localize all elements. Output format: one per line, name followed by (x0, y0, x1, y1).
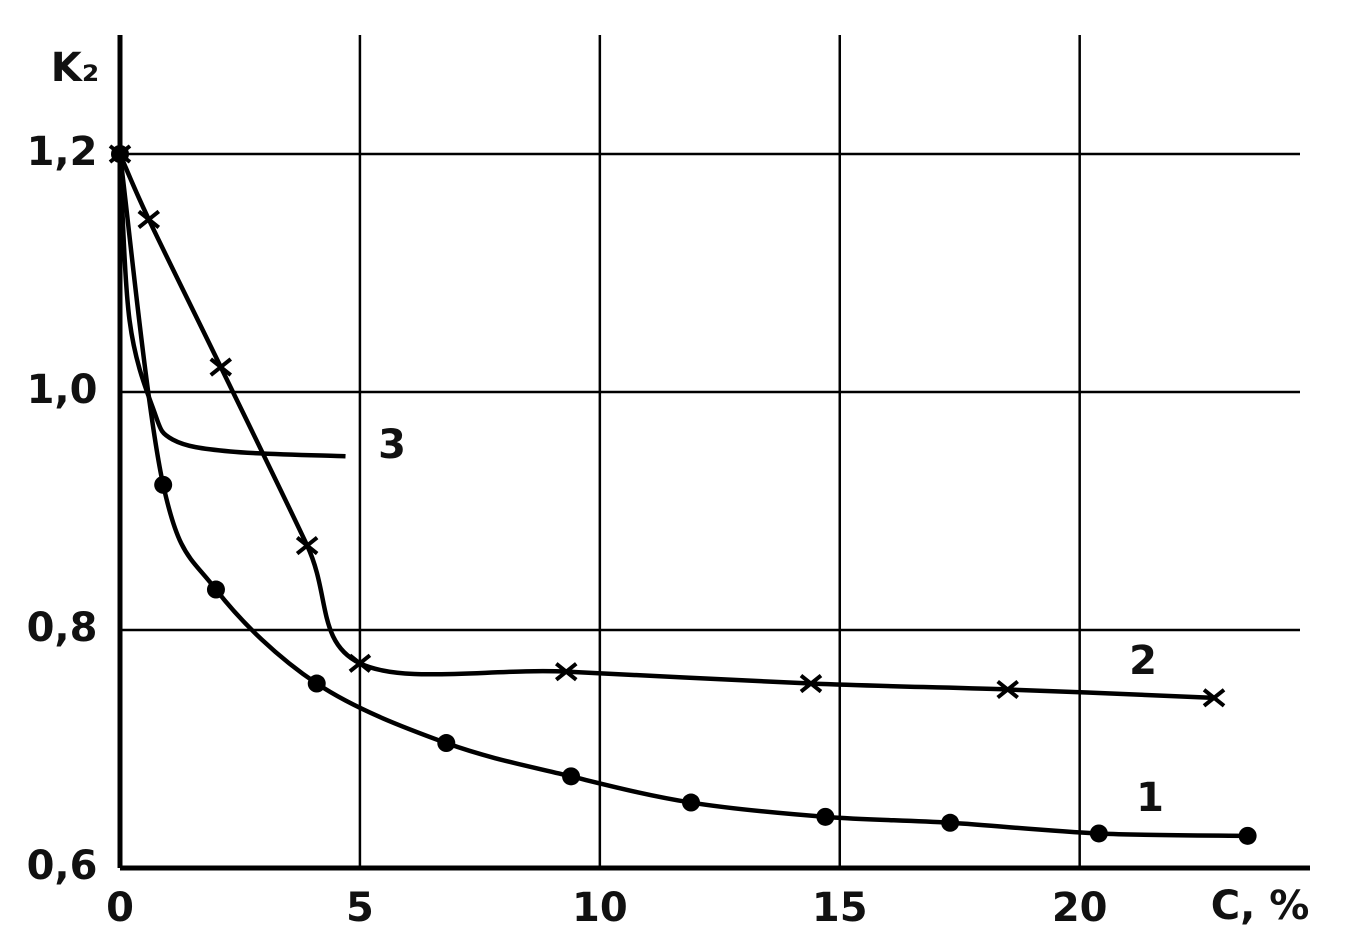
series-label: 2 (1129, 638, 1157, 684)
series-line (117, 153, 1248, 839)
data-point (1089, 824, 1108, 843)
data-point (1202, 688, 1226, 708)
x-tick-label: 20 (1052, 885, 1108, 931)
x-tick-label: 5 (346, 885, 374, 931)
data-point (1238, 826, 1257, 845)
data-point (209, 357, 233, 377)
data-point (682, 793, 701, 812)
series-line (117, 153, 346, 459)
y-tick-label: 1,0 (27, 367, 98, 413)
data-point (206, 580, 225, 599)
data-point (437, 734, 456, 753)
data-point (941, 813, 960, 832)
data-point (154, 475, 173, 494)
data-point (799, 673, 823, 694)
y-tick-label: 1,2 (27, 129, 98, 175)
series-label: 3 (378, 422, 406, 468)
data-point (295, 535, 319, 556)
x-tick-label: 15 (812, 885, 868, 931)
data-point (555, 662, 578, 682)
y-tick-label: 0,8 (27, 605, 98, 651)
data-point (307, 674, 326, 693)
data-point (816, 807, 835, 826)
x-axis-label: C, % (1211, 883, 1310, 929)
y-axis-label: K₂ (51, 45, 100, 91)
x-tick-label: 10 (572, 885, 628, 931)
x-tick-label: 0 (106, 885, 134, 931)
data-point (562, 767, 581, 786)
y-tick-label: 0,6 (27, 843, 98, 889)
series-label: 1 (1136, 775, 1164, 821)
series-line (117, 153, 1215, 701)
data-point (348, 653, 372, 673)
data-point (996, 679, 1019, 700)
data-point (137, 209, 161, 230)
